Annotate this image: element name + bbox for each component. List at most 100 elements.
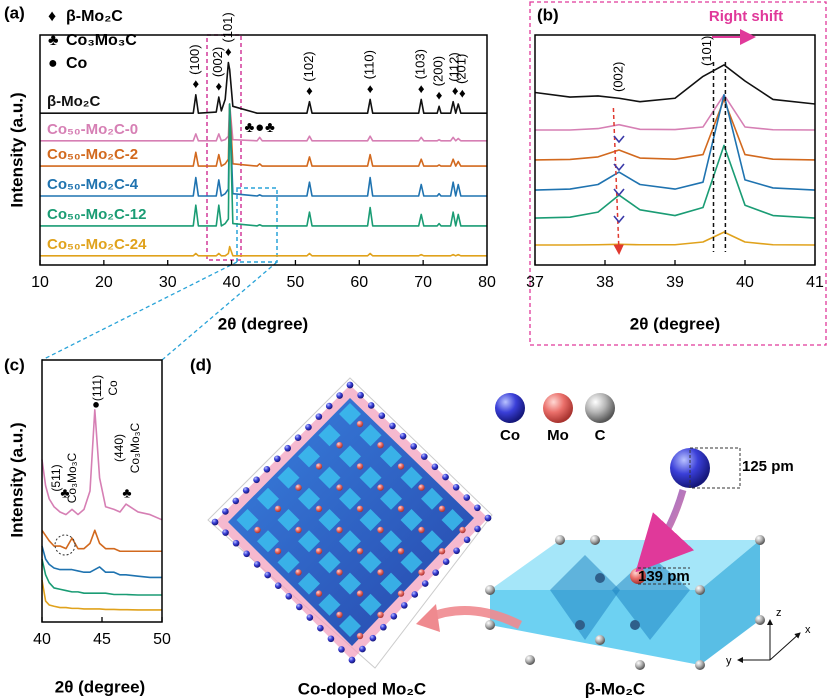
panel-label: (a)	[4, 3, 25, 22]
co-atom	[390, 613, 398, 620]
co-atom	[452, 484, 460, 491]
xrd-line	[40, 245, 487, 257]
mo-atom	[315, 590, 323, 597]
series-label: β-Mo₂C	[47, 93, 100, 110]
mo-atom	[274, 548, 282, 555]
c-atom	[595, 635, 605, 645]
co-atom	[401, 602, 408, 609]
peak-symbol: ♦	[452, 83, 459, 98]
co-atom	[263, 466, 271, 473]
plot-frame	[534, 34, 816, 266]
shift-chevron	[613, 215, 625, 224]
octahedron	[380, 445, 402, 468]
mo-atom	[418, 526, 425, 534]
xrd-line	[535, 231, 816, 246]
shift-chevron	[613, 135, 625, 144]
c-atom	[525, 655, 535, 665]
co-atom	[410, 443, 417, 450]
x-tick-label: 60	[350, 274, 368, 291]
y-axis-label: Intensity (a.u.)	[7, 422, 26, 537]
legend-symbol: ♣	[48, 32, 59, 49]
mo-atom	[377, 526, 384, 534]
c-atom	[755, 615, 765, 625]
xrd-line	[535, 94, 816, 131]
panel-label: (c)	[4, 355, 25, 374]
mo-atom	[595, 573, 605, 583]
mo-atom	[356, 632, 364, 640]
co-atom	[463, 536, 471, 544]
octahedron	[339, 572, 361, 595]
phase-symbol: ●	[92, 396, 100, 411]
xrd-line	[40, 103, 487, 197]
y-axis-label: Intensity (a.u.)	[7, 92, 26, 207]
phase-symbol: ♣	[122, 485, 131, 501]
shift-chevron	[613, 188, 625, 197]
mo-atom	[336, 569, 343, 576]
mo-atom	[295, 526, 302, 534]
shift-label: Right shift	[709, 8, 783, 25]
guide-arrow	[612, 107, 624, 255]
co-atom	[399, 432, 407, 440]
co-atom	[421, 580, 429, 587]
series-label: Co₅₀-Mo₂C-2	[47, 146, 138, 163]
co-atom	[453, 547, 460, 555]
peak-label: (002)	[210, 47, 225, 77]
co-atom	[285, 593, 293, 600]
octahedron	[298, 487, 320, 510]
octahedron	[298, 572, 320, 595]
c-atom	[485, 585, 495, 595]
co-atom	[296, 603, 303, 611]
caption: Co-doped Mo₂C	[298, 679, 426, 698]
peak-symbol: ♦	[459, 85, 466, 100]
x-tick-label: 20	[95, 274, 113, 291]
peak-label: (002)	[610, 62, 625, 92]
zoom-connector	[161, 261, 278, 361]
axis-name: y	[726, 655, 732, 667]
co-atom	[274, 455, 281, 463]
octahedron	[359, 424, 382, 447]
legend-label: β-Mo₂C	[66, 8, 123, 25]
peak-symbol: ♦	[436, 88, 443, 103]
mo-atom	[295, 569, 302, 576]
mo-atom	[356, 505, 364, 512]
crystal-diagram: Co Mo C Co-doped Mo₂C β-Mo₂C 125 pm 139 pm z x y	[207, 377, 811, 698]
xrd-line	[41, 529, 162, 553]
octahedron	[298, 445, 320, 468]
octahedron	[257, 487, 279, 510]
co-atom	[253, 561, 261, 568]
octahedron	[277, 466, 300, 489]
x-axis-label: 2θ (degree)	[630, 314, 720, 333]
doping-arrow	[635, 489, 695, 573]
mo-atom	[356, 548, 364, 555]
mo-atom	[336, 526, 343, 534]
phase-symbol: ♣	[60, 485, 69, 501]
peak-label: (440)	[112, 434, 126, 462]
peak-label: (201)	[454, 54, 469, 84]
octahedron	[339, 487, 361, 510]
peak-symbol: ♦	[192, 76, 199, 91]
peak-label: (110)	[362, 50, 377, 79]
co-atom	[411, 591, 419, 598]
octahedron	[318, 424, 341, 447]
caption: β-Mo₂C	[585, 679, 645, 698]
octahedron	[359, 551, 382, 574]
octahedron	[421, 487, 443, 510]
mo-atom	[377, 442, 384, 449]
plot-frame	[39, 34, 488, 266]
mo-atom	[377, 611, 384, 618]
peak-label: (102)	[301, 51, 316, 81]
octahedron	[359, 593, 382, 616]
legend-label: Co₃Mo₃C	[66, 32, 137, 49]
co-atom	[369, 634, 377, 642]
xrd-line	[40, 61, 487, 114]
mo-atom	[397, 463, 405, 470]
mo-atom	[575, 620, 585, 630]
co-atom	[389, 422, 396, 430]
peak-symbol: ♦	[215, 79, 222, 94]
co-atom	[442, 473, 449, 481]
x-tick-label: 80	[478, 274, 496, 291]
co-atom	[338, 646, 345, 653]
axis-x	[769, 632, 801, 661]
peak-label: (101)	[699, 36, 714, 66]
